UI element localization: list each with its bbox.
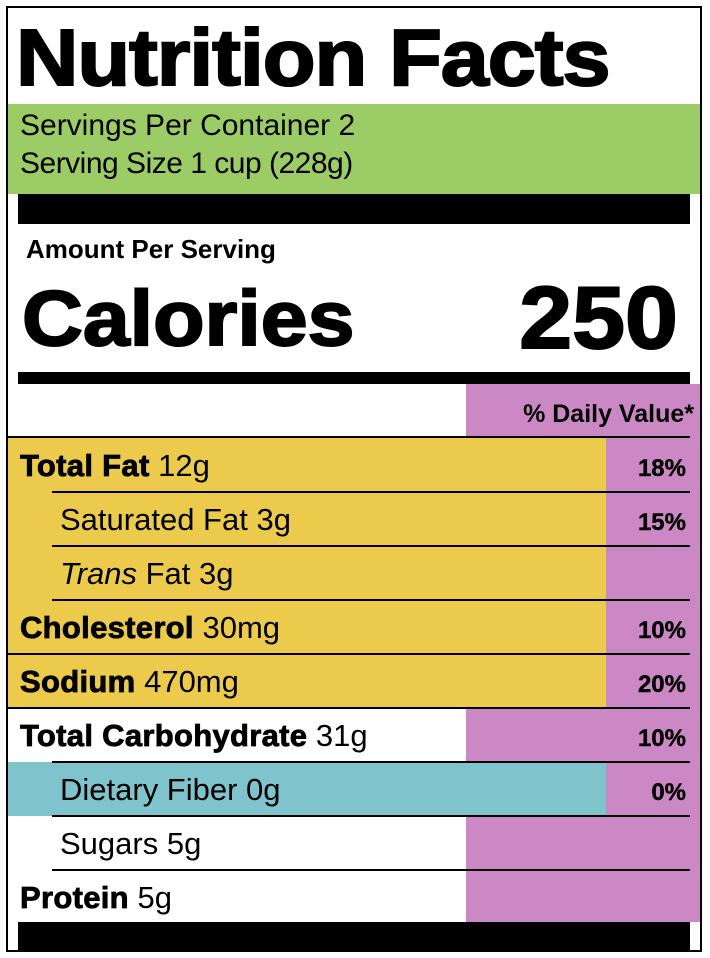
thick-divider-top: [18, 194, 690, 224]
serving-size: Serving Size 1 cup (228g): [20, 147, 353, 180]
nutrient-label: Cholesterol: [20, 610, 194, 646]
header-rule: [8, 436, 690, 438]
fiber-highlight: [8, 762, 606, 816]
nutrient-name: Saturated Fat 3g: [60, 492, 291, 546]
nutrient-amount: 0g: [237, 772, 281, 807]
servings-per-container: Servings Per Container 2: [20, 109, 356, 142]
nutrient-row: Total Fat 12g 18%: [8, 438, 690, 493]
daily-value-percent: 20%: [637, 671, 686, 698]
nutrient-row: Saturated Fat 3g 15%: [8, 492, 690, 547]
nutrient-amount: 3g: [247, 502, 291, 537]
nutrient-label: Dietary Fiber: [60, 772, 238, 807]
daily-value-percent: 0%: [651, 779, 686, 806]
nutrient-label: Sugars: [60, 826, 159, 861]
nutrient-amount: 12g: [149, 448, 210, 483]
calories-value: 250: [518, 268, 679, 367]
amount-per-serving: Amount Per Serving: [26, 234, 276, 264]
nutrient-label: Saturated Fat: [60, 502, 248, 537]
row-rule: [52, 491, 690, 493]
daily-value-percent: 10%: [637, 725, 686, 752]
row-rule: [52, 599, 690, 601]
serving-info-box: Servings Per Container 2 Serving Size 1 …: [8, 104, 700, 194]
medium-divider: [18, 372, 690, 384]
daily-value-percent: 18%: [637, 455, 686, 482]
nutrient-name: Cholesterol 30mg: [20, 600, 280, 654]
row-rule: [52, 761, 690, 763]
row-rule: [8, 653, 690, 655]
nutrient-row: Sodium 470mg 20%: [8, 654, 690, 709]
row-rule: [52, 815, 690, 817]
nutrient-label: Protein: [20, 880, 129, 916]
nutrient-amount: 31g: [307, 718, 368, 753]
nutrient-label-rest: Fat: [136, 556, 191, 591]
nutrient-name: Total Carbohydrate 31g: [20, 708, 368, 762]
nutrient-amount: 30mg: [193, 610, 281, 645]
nutrient-name: Dietary Fiber 0g: [60, 762, 281, 816]
nutrient-name: Total Fat 12g: [20, 438, 210, 492]
nutrient-amount: 470mg: [135, 664, 239, 699]
calories-label: Calories: [21, 273, 356, 363]
daily-value-header: % Daily Value*: [523, 400, 694, 428]
nutrient-name: Trans Fat 3g: [60, 546, 233, 600]
nutrient-label: Sodium: [20, 664, 136, 700]
nutrient-amount: 3g: [190, 556, 234, 591]
nutrient-label: Trans: [60, 556, 137, 591]
nutrient-row: Protein 5g: [8, 870, 690, 924]
nutrient-row: Trans Fat 3g: [8, 546, 690, 601]
nutrient-label: Total Carbohydrate: [20, 718, 308, 754]
nutrient-amount: 5g: [158, 826, 202, 861]
fat-sodium-highlight: [8, 438, 606, 708]
nutrient-amount: 5g: [128, 880, 173, 915]
nutrient-row: Dietary Fiber 0g 0%: [8, 762, 690, 817]
nutrient-name: Protein 5g: [20, 870, 172, 924]
daily-value-percent: 10%: [637, 617, 686, 644]
nutrient-row: Cholesterol 30mg 10%: [8, 600, 690, 655]
label-title: Nutrition Facts: [15, 12, 612, 103]
nutrient-name: Sugars 5g: [60, 816, 201, 870]
nutrient-row: Total Carbohydrate 31g 10%: [8, 708, 690, 763]
thick-divider-bottom: [18, 922, 690, 950]
nutrient-label: Total Fat: [20, 448, 150, 484]
nutrition-label: Nutrition Facts Servings Per Container 2…: [6, 6, 702, 952]
nutrient-row: Sugars 5g: [8, 816, 690, 871]
nutrient-name: Sodium 470mg: [20, 654, 239, 708]
row-rule: [52, 545, 690, 547]
row-rule: [52, 869, 690, 871]
row-rule: [8, 707, 690, 709]
daily-value-percent: 15%: [637, 509, 686, 536]
